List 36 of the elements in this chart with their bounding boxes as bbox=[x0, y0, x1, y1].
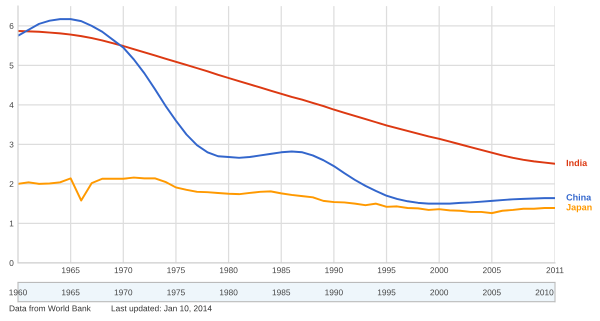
x2-tick-label: 1970 bbox=[114, 289, 132, 296]
y-tick-label: 0 bbox=[10, 260, 14, 266]
x2-tick-label: 1965 bbox=[62, 289, 80, 296]
x-tick-label: 1970 bbox=[114, 267, 132, 274]
x2-tick-label: 1980 bbox=[220, 289, 238, 296]
y-tick-label: 6 bbox=[10, 23, 14, 29]
x2-tick-label: 1990 bbox=[325, 289, 343, 296]
x-tick-label: 1990 bbox=[325, 267, 343, 274]
x-tick-label: 1985 bbox=[272, 267, 290, 274]
x2-tick-label: 1960 bbox=[9, 289, 27, 296]
text: Last updated: Jan 10, 2014 bbox=[112, 305, 212, 313]
x-tick-label: 2000 bbox=[430, 267, 448, 274]
x2-tick-label: 2005 bbox=[482, 289, 501, 296]
y-tick-label: 4 bbox=[9, 102, 14, 108]
series-label: India bbox=[566, 160, 588, 166]
text: Data from World Bank bbox=[10, 305, 91, 312]
x2-tick-label: 1995 bbox=[378, 289, 396, 296]
x2-tick-label: 1985 bbox=[272, 289, 290, 296]
line-series bbox=[18, 30, 555, 165]
x2-tick-label: 1975 bbox=[167, 289, 185, 296]
series-label: Japan bbox=[566, 204, 592, 212]
x2-tick-label: 2000 bbox=[430, 289, 448, 296]
x-tick-label: 1975 bbox=[167, 267, 185, 274]
y-tick-label: 2 bbox=[10, 181, 14, 187]
line-series bbox=[18, 18, 555, 205]
y-tick-label: 5 bbox=[10, 62, 14, 68]
x-tick-label: 2011 bbox=[546, 267, 564, 274]
x-tick-label: 1980 bbox=[220, 267, 238, 274]
x-tick-label: 2005 bbox=[482, 267, 501, 274]
line-series bbox=[18, 176, 555, 214]
x2-tick-label: 2010 bbox=[536, 289, 554, 296]
y-tick-label: 3 bbox=[10, 142, 14, 148]
x-tick-label: 1995 bbox=[378, 267, 396, 274]
y-tick-label: 1 bbox=[10, 220, 14, 226]
x-tick-label: 1965 bbox=[62, 267, 80, 274]
series-label: China bbox=[566, 194, 592, 201]
